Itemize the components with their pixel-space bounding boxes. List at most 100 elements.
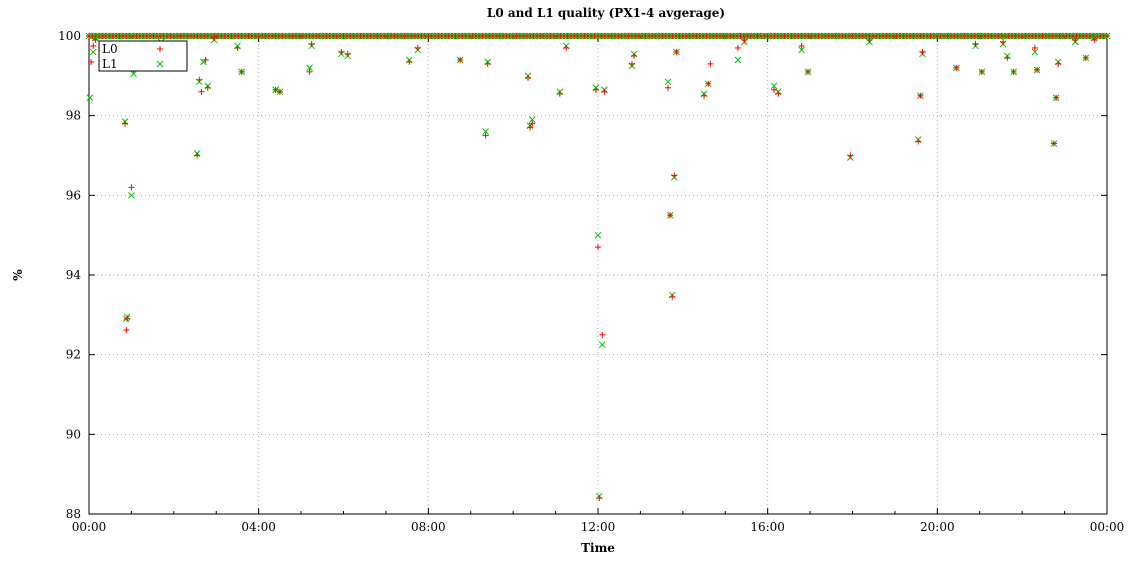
x-tick-label: 08:00 <box>411 520 446 534</box>
data-point-l0 <box>741 36 748 43</box>
data-point-l0 <box>1004 54 1011 61</box>
data-point-l0 <box>128 184 135 191</box>
data-point-l0 <box>525 74 532 81</box>
data-point-l0 <box>308 40 315 47</box>
legend-label-l0: L0 <box>102 42 118 56</box>
data-point-l0 <box>775 90 782 97</box>
data-point-l0 <box>90 42 97 49</box>
data-point-l0 <box>1000 38 1007 45</box>
data-point-l0 <box>92 36 99 43</box>
data-point-l0 <box>919 48 926 55</box>
data-point-l1 <box>1031 48 1039 56</box>
x-axis: 00:00 04:00 08:00 12:00 16:00 20:00 00:00 <box>72 36 1125 534</box>
data-point-l0 <box>972 40 979 47</box>
x-tick-label: 20:00 <box>920 520 955 534</box>
data-point-l1 <box>306 64 313 72</box>
legend-label-l1: L1 <box>102 57 118 71</box>
legend-box <box>98 40 188 72</box>
x-tick-label: 00:00 <box>72 520 107 534</box>
chart-title: L0 and L1 quality (PX1-4 avgerage) <box>487 6 725 20</box>
data-point-l0 <box>124 315 131 322</box>
y-tick-label: 94 <box>66 268 82 282</box>
data-point-l0 <box>306 68 313 75</box>
data-point-l0 <box>1031 44 1038 51</box>
data-point-l0 <box>734 44 741 51</box>
data-point-l0 <box>234 44 241 51</box>
y-axis: 88 90 92 94 96 98 100 <box>58 29 1107 521</box>
data-point-l0 <box>917 92 924 99</box>
data-point-l0 <box>527 124 534 131</box>
y-tick-label: 92 <box>66 348 81 362</box>
data-point-l0 <box>628 60 635 67</box>
data-point-l0 <box>194 152 201 159</box>
data-point-l0 <box>1055 60 1062 67</box>
data-point-l0 <box>915 138 922 145</box>
data-point-l0 <box>664 84 671 91</box>
data-point-l0-band <box>1104 33 1110 39</box>
data-point-l1 <box>594 231 602 239</box>
data-point-l1 <box>598 341 606 349</box>
y-tick-label: 96 <box>66 188 81 202</box>
data-point-l0 <box>1050 140 1057 147</box>
data-point-l0 <box>238 68 245 75</box>
data-point-l0 <box>484 60 491 67</box>
data-point-l0 <box>592 86 599 93</box>
data-point-l0 <box>406 58 413 65</box>
data-point-l0 <box>804 68 811 75</box>
data-point-l0 <box>705 80 712 87</box>
data-point-l0 <box>272 86 279 93</box>
data-point-l1 <box>798 46 805 54</box>
data-point-l0 <box>667 212 674 219</box>
data-point-l0 <box>482 132 489 139</box>
data-point-l0 <box>671 172 678 179</box>
y-tick-label: 100 <box>58 29 81 43</box>
data-point-l0 <box>1091 36 1098 43</box>
data-point-l0 <box>123 326 130 333</box>
legend-marker-l1 <box>156 60 164 68</box>
data-point-l0 <box>1082 54 1089 61</box>
x-tick-label: 00:00 <box>1090 520 1125 534</box>
data-point-l0 <box>595 244 601 251</box>
data-point-l1 <box>86 94 94 102</box>
data-point-l0 <box>344 50 351 57</box>
data-point-l0 <box>631 52 638 59</box>
x-axis-label: Time <box>581 541 615 555</box>
data-points <box>85 32 1111 502</box>
data-point-l0 <box>599 331 606 338</box>
y-axis-label: % <box>11 269 25 281</box>
data-point-l1 <box>130 70 137 78</box>
x-tick-label: 12:00 <box>581 520 616 534</box>
data-point-l0 <box>563 44 570 51</box>
data-point-l0 <box>457 56 464 63</box>
y-tick-label: 90 <box>66 427 81 441</box>
data-point-l0 <box>1072 36 1079 43</box>
x-tick-label: 04:00 <box>241 520 276 534</box>
x-tick-label: 16:00 <box>750 520 785 534</box>
data-point-l0 <box>601 88 608 95</box>
data-point-l0 <box>529 120 536 127</box>
data-point-l0 <box>953 64 960 71</box>
data-point-l0 <box>596 495 603 502</box>
data-point-l0 <box>88 58 95 65</box>
data-point-l0 <box>202 56 209 63</box>
data-point-l0 <box>978 68 985 75</box>
data-point-l1 <box>734 56 742 64</box>
data-point-l0 <box>798 42 805 49</box>
data-point-l0 <box>1053 94 1060 101</box>
data-point-l1 <box>128 191 135 199</box>
data-point-l0 <box>204 84 211 91</box>
y-tick-label: 98 <box>66 109 81 123</box>
data-point-l0 <box>556 90 563 97</box>
data-point-l0 <box>847 152 854 159</box>
data-point-l0 <box>771 86 778 93</box>
data-point-l1 <box>482 128 489 135</box>
data-point-l0 <box>211 34 218 41</box>
grid-lines <box>89 36 1107 514</box>
data-point-l0 <box>669 293 676 300</box>
data-point-l1 <box>89 48 97 56</box>
data-point-l0 <box>276 88 283 95</box>
data-point-l0 <box>122 120 129 127</box>
data-point-l0 <box>673 48 680 55</box>
data-point-l0 <box>701 92 708 99</box>
data-point-l0 <box>866 36 873 43</box>
